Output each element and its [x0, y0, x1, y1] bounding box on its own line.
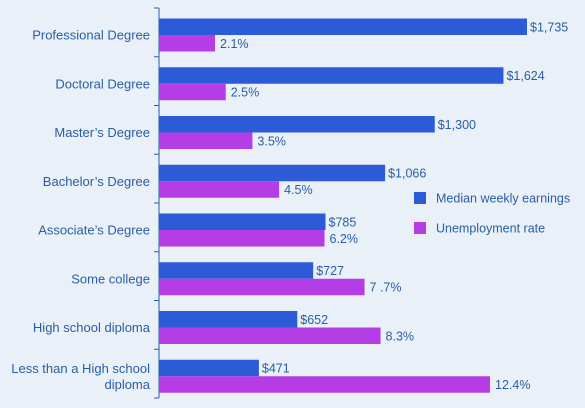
legend-swatch-earnings	[414, 192, 426, 204]
earnings-value-label: $785	[329, 215, 357, 229]
unemployment-value-label: 2.1%	[220, 37, 249, 51]
unemployment-bar	[159, 132, 253, 149]
unemployment-bar	[159, 35, 216, 52]
category-label: High school diploma	[33, 320, 151, 335]
category-label: Master’s Degree	[54, 125, 150, 140]
unemployment-value-label: 8.3%	[386, 329, 415, 343]
earnings-value-label: $727	[316, 264, 344, 278]
earnings-value-label: $1,066	[388, 167, 426, 181]
earnings-bar	[159, 164, 386, 182]
legend-swatch-unemployment	[414, 222, 426, 234]
legend-label-unemployment: Unemployment rate	[436, 222, 545, 236]
earnings-bar	[159, 213, 326, 230]
unemployment-bar	[159, 181, 280, 198]
earnings-value-label: $652	[300, 313, 328, 327]
unemployment-bar	[159, 278, 365, 296]
unemployment-value-label: 2.5%	[231, 86, 260, 100]
category-label: Less than a High school diploma	[11, 361, 151, 392]
unemployment-bar	[159, 327, 381, 344]
unemployment-value-label: 7 .7%	[370, 281, 402, 295]
category-label: Doctoral Degree	[55, 76, 150, 91]
earnings-bar	[159, 262, 314, 279]
earnings-value-label: $1,300	[438, 118, 476, 132]
earnings-value-label: $1,735	[530, 20, 568, 34]
unemployment-value-label: 12.4%	[495, 378, 530, 392]
category-label: Professional Degree	[32, 28, 150, 43]
category-label: Associate’s Degree	[38, 223, 150, 238]
earnings-bar	[159, 67, 504, 84]
earnings-bar	[159, 311, 298, 328]
earnings-value-label: $1,624	[506, 69, 544, 83]
unemployment-value-label: 6.2%	[330, 232, 359, 246]
unemployment-value-label: 3.5%	[257, 134, 286, 148]
unemployment-bar	[159, 230, 325, 247]
unemployment-bar	[159, 83, 226, 101]
unemployment-bar	[159, 376, 490, 393]
earnings-bar	[159, 18, 527, 35]
unemployment-value-label: 4.5%	[284, 183, 313, 197]
legend-label-earnings: Median weekly earnings	[436, 192, 570, 206]
earnings-value-label: $471	[262, 362, 290, 376]
category-label: Bachelor’s Degree	[43, 174, 150, 189]
category-label: Some college	[71, 271, 150, 286]
earnings-bar	[159, 116, 435, 133]
earnings-bar	[159, 359, 259, 377]
